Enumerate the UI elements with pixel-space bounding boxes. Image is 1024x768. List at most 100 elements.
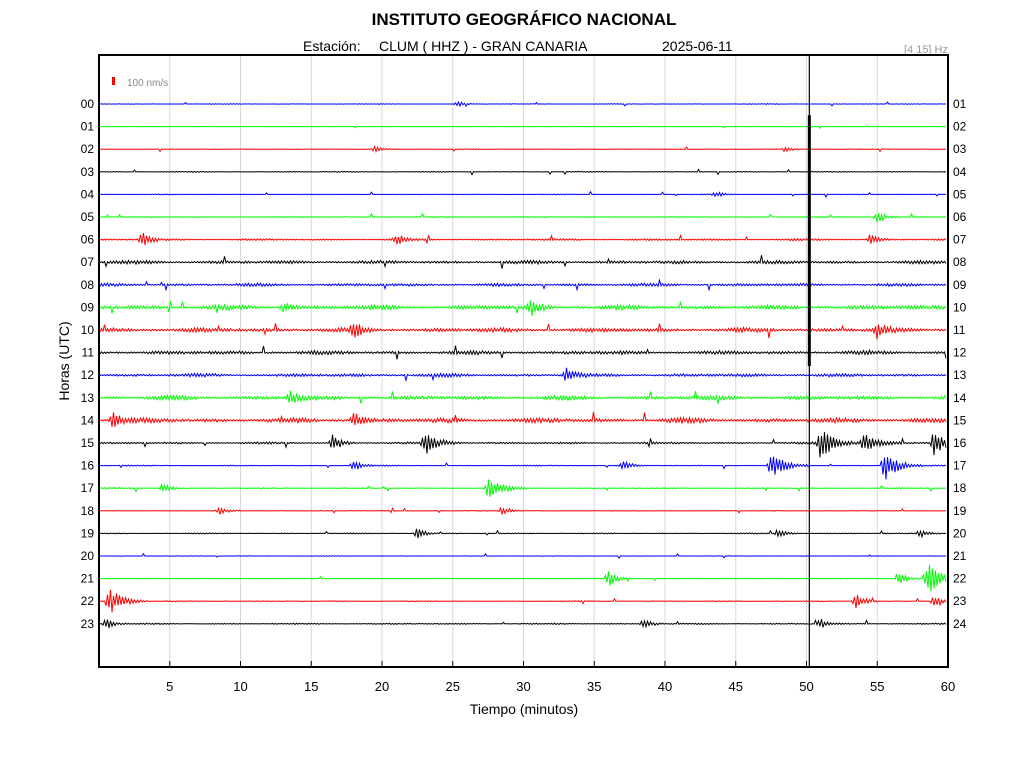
hour-label-right-16: 16 xyxy=(953,436,967,450)
hour-label-left-09: 09 xyxy=(81,300,95,314)
x-tick-label-25: 25 xyxy=(446,679,460,694)
chart-header: INSTITUTO GEOGRÁFICO NACIONAL Estación: … xyxy=(303,10,948,56)
x-tick-label-10: 10 xyxy=(233,679,247,694)
trace-hour-05 xyxy=(99,212,947,223)
hour-label-right-21: 21 xyxy=(953,549,967,563)
hour-label-right-11: 11 xyxy=(953,323,966,337)
scale-bar-label: 100 nm/s xyxy=(127,78,168,89)
chart-title: INSTITUTO GEOGRÁFICO NACIONAL xyxy=(372,10,677,29)
filter-band: [4 15] Hz xyxy=(904,44,948,56)
hour-label-left-10: 10 xyxy=(81,323,95,337)
hour-labels-left: 00 01 02 03 04 05 06 07 08 09 10 11 12 13 14 15 16 17 18 19… xyxy=(81,97,95,631)
trace-hour-09 xyxy=(99,300,947,316)
hour-label-right-13: 13 xyxy=(953,368,967,382)
hour-label-right-20: 20 xyxy=(953,526,967,540)
record-date: 2025-06-11 xyxy=(662,38,733,54)
hour-label-left-11: 11 xyxy=(82,346,95,360)
hour-label-left-22: 22 xyxy=(81,594,95,608)
scale-bar: 100 nm/s xyxy=(112,77,168,89)
hour-label-left-23: 23 xyxy=(81,617,95,631)
hour-label-right-12: 12 xyxy=(953,346,967,360)
trace-hour-07 xyxy=(99,255,947,269)
hour-label-left-21: 21 xyxy=(81,572,95,586)
trace-hour-18 xyxy=(99,506,947,516)
hour-label-right-05: 05 xyxy=(953,187,967,201)
x-tick-label-40: 40 xyxy=(658,679,672,694)
hour-labels-right: 01 02 03 04 05 06 07 08 09 10 11 12 13 14 15 16 17 18 19 20… xyxy=(953,97,967,631)
hour-label-left-19: 19 xyxy=(81,526,95,540)
station-label: Estación: xyxy=(303,38,361,54)
trace-hour-12 xyxy=(99,367,947,383)
x-axis-ticks: 5 10 15 20 25 30 35 40 45 50 55 60 xyxy=(166,661,955,694)
hour-label-right-19: 19 xyxy=(953,504,967,518)
trace-hour-08 xyxy=(99,278,947,292)
hour-label-left-00: 00 xyxy=(81,97,95,111)
hour-label-right-03: 03 xyxy=(953,142,967,156)
trace-hour-03 xyxy=(99,168,947,176)
hour-label-left-07: 07 xyxy=(81,255,95,269)
hour-label-right-09: 09 xyxy=(953,278,967,292)
trace-hour-21 xyxy=(99,564,947,592)
x-tick-label-15: 15 xyxy=(304,679,318,694)
plot-area xyxy=(98,54,949,668)
scale-bar-mark xyxy=(112,77,115,85)
hour-label-left-08: 08 xyxy=(81,278,95,292)
hour-label-right-07: 07 xyxy=(953,233,967,247)
x-tick-label-20: 20 xyxy=(375,679,389,694)
station-name: CLUM ( HHZ ) - GRAN CANARIA xyxy=(379,38,588,54)
x-tick-label-60: 60 xyxy=(941,679,955,694)
hour-label-left-04: 04 xyxy=(81,187,95,201)
trace-hour-06 xyxy=(99,232,947,246)
hour-label-left-05: 05 xyxy=(81,210,95,224)
x-tick-label-45: 45 xyxy=(729,679,743,694)
trace-hour-20 xyxy=(99,552,947,560)
hour-label-left-12: 12 xyxy=(81,368,95,382)
trace-hour-22 xyxy=(99,589,947,613)
trace-hour-10 xyxy=(99,323,947,340)
hour-label-right-17: 17 xyxy=(953,459,967,473)
hour-label-right-01: 01 xyxy=(953,97,967,111)
trace-hour-02 xyxy=(99,144,947,154)
trace-hour-01 xyxy=(99,124,947,130)
hour-label-right-24: 24 xyxy=(953,617,967,631)
hour-label-right-06: 06 xyxy=(953,210,967,224)
hour-label-left-03: 03 xyxy=(81,165,95,179)
hour-label-left-18: 18 xyxy=(81,504,95,518)
trace-hour-17 xyxy=(99,479,947,497)
hour-label-left-15: 15 xyxy=(81,436,95,450)
hour-label-left-17: 17 xyxy=(81,481,95,495)
hour-label-right-08: 08 xyxy=(953,255,967,269)
hour-label-left-13: 13 xyxy=(81,391,95,405)
trace-hour-19 xyxy=(99,528,947,539)
trace-hour-00 xyxy=(99,100,947,108)
grid-lines xyxy=(169,55,878,667)
trace-hour-15 xyxy=(99,432,947,458)
hour-label-left-02: 02 xyxy=(81,142,95,156)
x-axis-label: Tiempo (minutos) xyxy=(470,701,578,717)
hour-label-left-20: 20 xyxy=(81,549,95,563)
trace-hour-16 xyxy=(99,456,947,480)
hour-label-right-22: 22 xyxy=(953,572,967,586)
x-tick-label-55: 55 xyxy=(870,679,884,694)
hour-label-right-04: 04 xyxy=(953,165,967,179)
seismic-traces xyxy=(99,100,947,629)
trace-hour-23 xyxy=(99,618,947,629)
hour-label-right-15: 15 xyxy=(953,413,967,427)
hour-label-right-10: 10 xyxy=(953,300,967,314)
x-tick-label-5: 5 xyxy=(166,679,173,694)
hour-label-left-06: 06 xyxy=(81,233,95,247)
hour-label-left-01: 01 xyxy=(81,120,95,134)
x-tick-label-30: 30 xyxy=(516,679,530,694)
trace-hour-14 xyxy=(99,411,947,427)
hour-label-right-18: 18 xyxy=(953,481,967,495)
trace-hour-04 xyxy=(99,190,947,198)
hour-label-right-23: 23 xyxy=(953,594,967,608)
x-tick-label-35: 35 xyxy=(587,679,601,694)
x-tick-label-50: 50 xyxy=(799,679,813,694)
hour-label-right-02: 02 xyxy=(953,120,967,134)
hour-label-left-16: 16 xyxy=(81,459,95,473)
hour-label-left-14: 14 xyxy=(81,413,95,427)
hour-label-right-14: 14 xyxy=(953,391,967,405)
y-axis-label: Horas (UTC) xyxy=(56,321,72,400)
